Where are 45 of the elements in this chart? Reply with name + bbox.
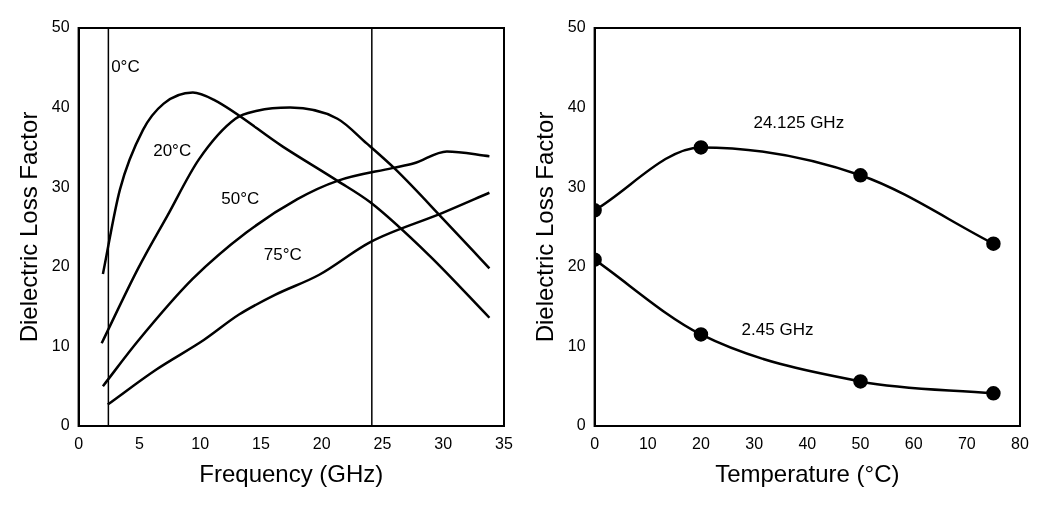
point: [693, 140, 709, 155]
y-tick-label: 50: [567, 18, 586, 36]
x-tick-label: 25: [373, 435, 392, 453]
x-tick-label: 35: [495, 435, 513, 453]
point: [853, 374, 868, 389]
x-axis-title: Frequency (GHz): [199, 460, 384, 488]
series-label: 75°C: [263, 244, 302, 264]
point: [986, 236, 1001, 251]
series-label: 20°C: [153, 141, 192, 161]
x-tick-label: 50: [851, 435, 870, 453]
y-axis-title: Dielectric Loss Factor: [531, 111, 559, 343]
x-tick-label: 15: [252, 435, 270, 453]
x-tick-label: 30: [434, 435, 453, 453]
x-tick-label: 0: [590, 435, 600, 453]
x-axis-title: Temperature (°C): [715, 460, 900, 488]
y-tick-label: 50: [51, 18, 70, 36]
x-tick-label: 10: [638, 435, 657, 453]
point: [853, 168, 868, 183]
series-label: 2.45 GHz: [741, 320, 814, 340]
y-tick-label: 10: [567, 336, 586, 354]
x-tick-label: 20: [312, 435, 331, 453]
x-tick-label: 30: [745, 435, 764, 453]
x-tick-label: 40: [798, 435, 817, 453]
y-axis-title: Dielectric Loss Factor: [15, 111, 43, 343]
x-tick-label: 20: [692, 435, 710, 453]
text: 0°C: [111, 57, 140, 77]
y-tick-label: 0: [576, 416, 586, 434]
y-tick-label: 40: [567, 98, 586, 116]
y-tick-label: 30: [567, 177, 586, 195]
x-tick-label: 5: [134, 435, 144, 453]
y-tick-label: 0: [60, 416, 70, 434]
y-tick-label: 40: [51, 98, 70, 116]
x-tick-label: 10: [191, 435, 210, 453]
point: [693, 327, 709, 342]
series-label: 24.125 GHz: [753, 113, 845, 133]
y-tick-label: 10: [51, 336, 70, 354]
y-tick-label: 20: [567, 257, 586, 275]
y-tick-label: 20: [51, 257, 70, 275]
x-tick-label: 70: [957, 435, 976, 453]
point: [986, 386, 1001, 401]
x-tick-label: 0: [74, 435, 84, 453]
x-tick-label: 80: [1011, 435, 1029, 453]
x-tick-label: 60: [904, 435, 923, 453]
y-tick-label: 30: [51, 177, 70, 195]
series-label: 50°C: [221, 188, 260, 208]
